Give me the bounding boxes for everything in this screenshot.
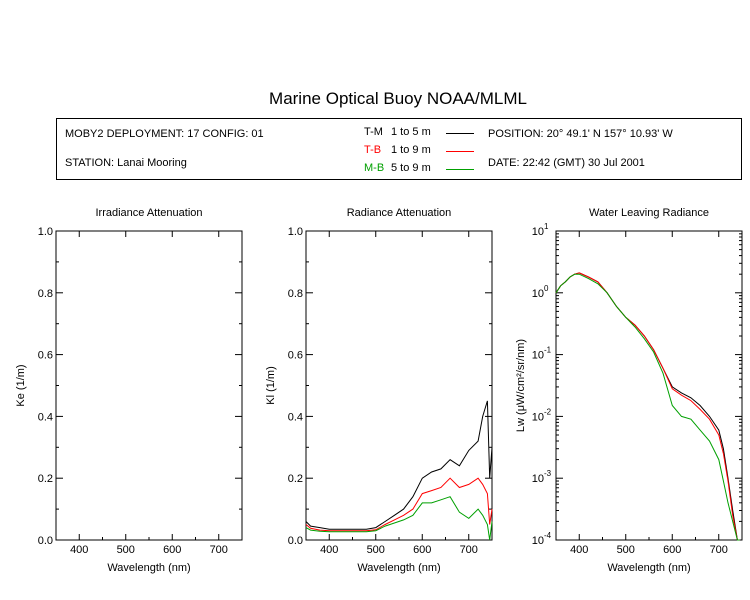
y-tick-label: 0.6: [288, 350, 303, 362]
y-tick-label: 0.4: [288, 411, 303, 423]
x-axis-label: Wavelength (nm): [107, 562, 190, 574]
y-tick-exponent: 0: [544, 284, 549, 293]
y-tick-exponent: -1: [544, 346, 552, 355]
chart-title: Radiance Attenuation: [347, 207, 452, 219]
y-tick-label: 10: [532, 288, 544, 300]
legend-code-mb: M-B: [364, 162, 385, 174]
chart-panel-2: Radiance Attenuation 400 500 600 700 0.0 0.2 0.…: [265, 207, 493, 574]
station-label: STATION: Lanai Mooring: [65, 157, 187, 169]
series-line-t-m: [555, 272, 740, 541]
x-tick-label: 400: [70, 544, 88, 556]
y-tick-exponent: -3: [544, 469, 552, 478]
series-line-m-b: [305, 496, 493, 541]
y-tick-label: 0.2: [288, 473, 303, 485]
y-tick-exponent: -4: [544, 531, 552, 540]
position-label: POSITION: 20° 49.1' N 157° 10.93' W: [488, 128, 673, 140]
y-tick-label: 0.8: [38, 288, 53, 300]
legend-line-tm: [446, 133, 474, 134]
x-tick-label: 600: [163, 544, 181, 556]
y-axis-label: Ke (1/m): [15, 364, 27, 406]
date-label: DATE: 22:42 (GMT) 30 Jul 2001: [488, 157, 645, 169]
y-tick-label: 0.6: [38, 350, 53, 362]
legend-range-tb: 1 to 9 m: [391, 144, 431, 156]
deployment-info-box: MOBY2 DEPLOYMENT: 17 CONFIG: 01 STATION:…: [56, 118, 742, 180]
deployment-label: MOBY2 DEPLOYMENT: 17 CONFIG: 01: [65, 128, 264, 140]
y-tick-label: 1.0: [288, 226, 303, 238]
y-tick-label: 10: [532, 411, 544, 423]
legend-range-mb: 5 to 9 m: [391, 162, 431, 174]
y-tick-label: 10: [532, 350, 544, 362]
x-tick-label: 700: [460, 544, 478, 556]
x-tick-label: 500: [617, 544, 635, 556]
x-tick-label: 500: [367, 544, 385, 556]
x-tick-label: 700: [710, 544, 728, 556]
chart-panel-1: Irradiance Attenuation 400 500 600 700 0.0 0.2…: [15, 207, 243, 574]
y-tick-label: 0.0: [38, 535, 53, 547]
page-title: Marine Optical Buoy NOAA/MLML: [269, 89, 527, 108]
legend-line-mb: [446, 169, 474, 170]
legend-range-tm: 1 to 5 m: [391, 126, 431, 138]
chart-title: Water Leaving Radiance: [589, 207, 709, 219]
y-tick-label: 1.0: [38, 226, 53, 238]
x-tick-label: 600: [663, 544, 681, 556]
plot-frame: [555, 230, 743, 541]
y-tick-exponent: 1: [544, 222, 549, 231]
x-tick-label: 400: [320, 544, 338, 556]
y-tick-label: 10: [532, 535, 544, 547]
x-tick-label: 700: [210, 544, 228, 556]
x-axis-label: Wavelength (nm): [357, 562, 440, 574]
y-tick-label: 0.4: [38, 411, 53, 423]
legend-line-tb: [446, 151, 474, 152]
y-tick-label: 10: [532, 473, 544, 485]
x-tick-label: 600: [413, 544, 431, 556]
x-tick-label: 500: [117, 544, 135, 556]
legend-code-tm: T-M: [364, 126, 383, 138]
y-tick-exponent: -2: [544, 407, 552, 416]
series-line-m-b: [555, 273, 740, 541]
plot-frame: [55, 230, 243, 541]
series-line-t-b: [305, 477, 493, 532]
y-tick-label: 0.8: [288, 288, 303, 300]
legend-code-tb: T-B: [364, 144, 382, 156]
y-axis-label: Lw (μW/cm²/sr/nm): [515, 339, 527, 432]
y-tick-label: 0.0: [288, 535, 303, 547]
x-axis-label: Wavelength (nm): [607, 562, 690, 574]
series-line-t-m: [305, 400, 493, 530]
y-tick-label: 10: [532, 226, 544, 238]
series-line-t-b: [555, 272, 740, 541]
x-tick-label: 400: [570, 544, 588, 556]
y-tick-label: 0.2: [38, 473, 53, 485]
y-axis-label: Kl (1/m): [265, 366, 277, 405]
plot-frame: [305, 230, 493, 541]
chart-title: Irradiance Attenuation: [95, 207, 202, 219]
